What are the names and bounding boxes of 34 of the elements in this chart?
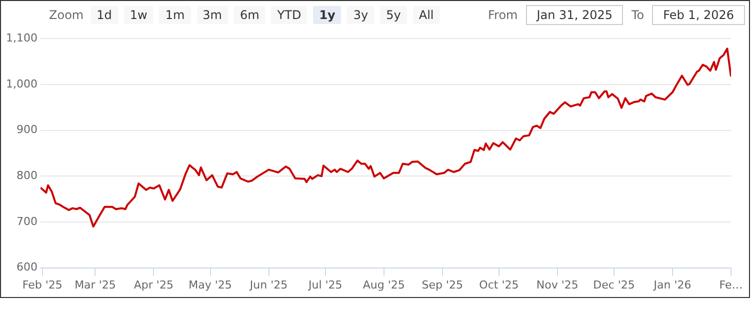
- x-tick-label: Aug '25: [362, 278, 405, 292]
- text: 1y: [313, 6, 342, 24]
- y-tick-label: 700: [16, 214, 38, 228]
- x-tick-label: Jul '25: [307, 278, 342, 292]
- x-tick-label: Dec '25: [593, 278, 635, 292]
- text: 3m: [196, 6, 228, 24]
- text: YTD: [271, 6, 308, 24]
- text: 6m: [234, 6, 266, 24]
- x-tick-label: Nov '25: [536, 278, 578, 292]
- text: 3y: [347, 6, 374, 24]
- x-tick-label: Oct '25: [479, 278, 519, 292]
- text: All: [412, 6, 440, 24]
- x-tick-label: Mar '25: [74, 278, 116, 292]
- y-tick-label: 900: [16, 123, 38, 136]
- text: From: [488, 8, 518, 22]
- text: Zoom: [49, 8, 84, 22]
- x-tick-label: Fe…: [719, 278, 743, 292]
- text: 1w: [124, 6, 154, 24]
- x-tick-label: Jun '25: [248, 278, 288, 292]
- text: Feb 1, 2026: [652, 5, 745, 25]
- x-tick-label: Sep '25: [422, 278, 463, 292]
- x-tick-label: Feb '25: [22, 278, 62, 292]
- y-tick-label: 600: [16, 260, 38, 274]
- x-tick-label: Jan '26: [652, 278, 692, 292]
- y-tick-label: 800: [16, 168, 38, 182]
- x-tick-label: Apr '25: [134, 278, 174, 292]
- text: To: [631, 8, 644, 22]
- y-tick-label: 1,100: [6, 31, 38, 44]
- text: Jan 31, 2025: [526, 5, 624, 25]
- y-tick-label: 1,000: [6, 77, 38, 90]
- text: 1m: [159, 6, 191, 24]
- text: 1d: [90, 6, 118, 24]
- text: 5y: [380, 6, 407, 24]
- x-tick-label: May '25: [188, 278, 232, 292]
